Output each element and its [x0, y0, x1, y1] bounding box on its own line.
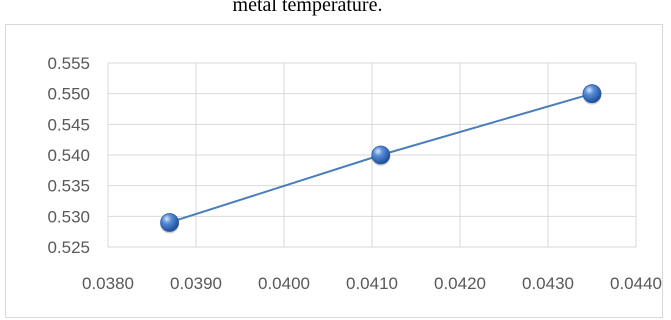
x-tick-label: 0.0440	[610, 274, 662, 293]
y-tick-label: 0.550	[47, 85, 90, 104]
y-tick-label: 0.530	[47, 207, 90, 226]
y-tick-label: 0.555	[47, 54, 90, 73]
y-tick-label: 0.525	[47, 238, 90, 257]
x-tick-label: 0.0400	[258, 274, 310, 293]
x-tick-label: 0.0380	[82, 274, 134, 293]
chart-area	[5, 24, 663, 318]
y-tick-label: 0.540	[47, 146, 90, 165]
data-point	[160, 213, 180, 232]
data-point	[371, 145, 391, 165]
x-tick-label: 0.0420	[434, 274, 486, 293]
y-tick-label: 0.535	[47, 177, 90, 196]
x-tick-label: 0.0430	[522, 274, 574, 293]
x-tick-label: 0.0390	[170, 274, 222, 293]
figure-caption: metal temperature.	[0, 0, 671, 17]
data-point	[582, 84, 602, 104]
y-tick-label: 0.545	[47, 115, 90, 134]
axis-tick-labels: 0.0380 0.0390 0.0400 0.0410 0.0420 0.0430 0.04…	[47, 54, 662, 293]
x-tick-label: 0.0410	[346, 274, 398, 293]
caption-text: metal temperature.	[232, 0, 383, 16]
data-series	[160, 84, 602, 234]
